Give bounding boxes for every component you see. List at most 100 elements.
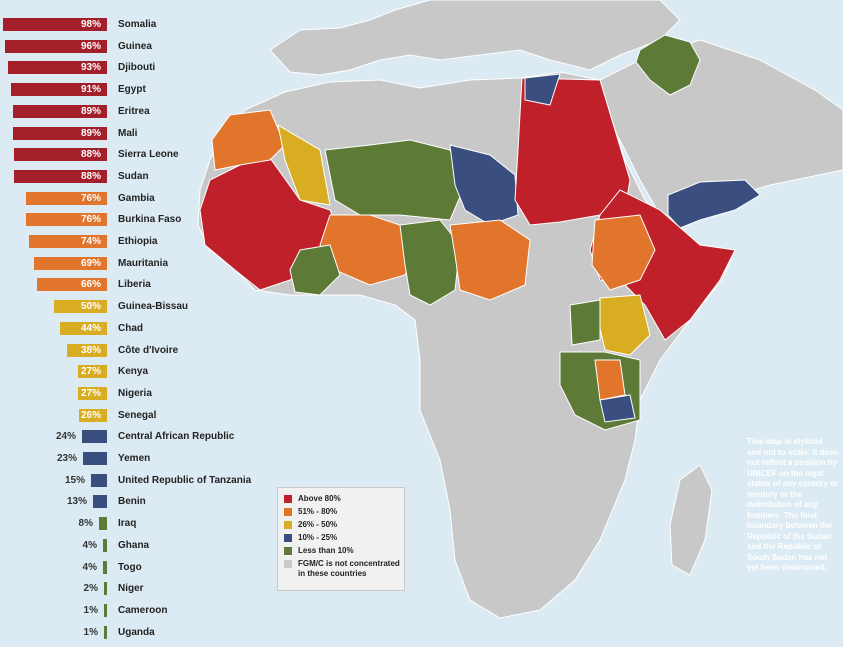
chad-region [449, 144, 519, 226]
tanzania-blue-region [599, 394, 636, 423]
mauritania-region [211, 109, 286, 171]
country-row: 1% Cameroon [0, 604, 400, 618]
prevalence-value: 2% [83, 583, 98, 594]
prevalence-bar [14, 170, 107, 183]
country-row: 24% Central African Republic [0, 430, 400, 444]
prevalence-bar [83, 452, 107, 465]
prevalence-bar [67, 344, 107, 357]
country-name: Chad [118, 323, 143, 334]
country-name: Senegal [118, 410, 157, 421]
prevalence-bar [78, 387, 107, 400]
country-row: 93% Djibouti [0, 61, 400, 75]
prevalence-bar [103, 539, 107, 552]
prevalence-bar [29, 235, 107, 248]
country-name: Guinea-Bissau [118, 301, 189, 312]
prevalence-value: 98% [80, 19, 101, 30]
prevalence-bar [14, 148, 107, 161]
yemen-region [667, 179, 761, 229]
prevalence-value: 27% [80, 366, 101, 377]
prevalence-value: 44% [80, 323, 101, 334]
country-row: 26% Senegal [0, 409, 400, 423]
mali-north-region [277, 123, 331, 206]
prevalence-value: 88% [80, 171, 101, 182]
country-name: Guinea [118, 41, 152, 52]
prevalence-value: 23% [56, 453, 77, 464]
prevalence-bar [5, 40, 107, 53]
uganda-region [569, 299, 601, 346]
country-row: 74% Ethiopia [0, 235, 400, 249]
prevalence-value: 88% [80, 149, 101, 160]
map-disclaimer-note: This map is stylized and not to scale. I… [747, 437, 839, 572]
country-row: 4% Togo [0, 561, 400, 575]
country-row: 4% Ghana [0, 539, 400, 553]
prevalence-bar [8, 61, 107, 74]
prevalence-value: 15% [64, 475, 85, 486]
iraq-region [635, 34, 701, 96]
country-name: Liberia [118, 279, 151, 290]
country-name: Sudan [118, 171, 149, 182]
country-row: 89% Mali [0, 127, 400, 141]
prevalence-value: 74% [80, 236, 101, 247]
country-row: 38% Côte d'Ivoire [0, 344, 400, 358]
prevalence-bar [104, 604, 107, 617]
egypt-north-region [524, 73, 561, 106]
europe-landmass [269, 0, 681, 76]
legend-swatch [284, 547, 292, 555]
country-name: Central African Republic [118, 431, 235, 442]
prevalence-bar [93, 495, 107, 508]
prevalence-bar [37, 278, 107, 291]
legend-label: 10% - 25% [298, 533, 338, 542]
tanzania-highlight-region [594, 359, 626, 401]
niger-region [324, 139, 466, 221]
country-name: Niger [118, 583, 144, 594]
country-name: Togo [118, 562, 142, 573]
prevalence-bar [3, 18, 107, 31]
prevalence-bar [13, 127, 107, 140]
prevalence-value: 1% [83, 605, 98, 616]
prevalence-value: 38% [80, 345, 101, 356]
country-row: 89% Eritrea [0, 105, 400, 119]
prevalence-bar [11, 83, 107, 96]
prevalence-value: 4% [82, 562, 97, 573]
legend-label: 26% - 50% [298, 520, 338, 529]
country-name: Burkina Faso [118, 214, 182, 225]
country-name: Nigeria [118, 388, 152, 399]
country-row: 96% Guinea [0, 40, 400, 54]
country-name: Egypt [118, 84, 146, 95]
country-name: Yemen [118, 453, 151, 464]
prevalence-value: 50% [80, 301, 101, 312]
prevalence-bar [26, 213, 107, 226]
country-name: Ethiopia [118, 236, 158, 247]
prevalence-bar [104, 626, 107, 639]
country-row: 69% Mauritania [0, 257, 400, 271]
country-name: Kenya [118, 366, 149, 377]
country-row: 76% Burkina Faso [0, 213, 400, 227]
prevalence-value: 27% [80, 388, 101, 399]
legend-label: 51% - 80% [298, 507, 338, 516]
map-legend: Above 80% 51% - 80% 26% - 50% 10% - 25% … [277, 487, 405, 591]
cameroon-region [399, 219, 461, 306]
country-row: 88% Sudan [0, 170, 400, 184]
ethiopia-region [591, 214, 656, 291]
prevalence-value: 69% [80, 258, 101, 269]
prevalence-bar [91, 474, 107, 487]
country-row: 50% Guinea-Bissau [0, 300, 400, 314]
country-name: Benin [118, 496, 146, 507]
prevalence-value: 26% [80, 410, 101, 421]
prevalence-value: 1% [83, 627, 98, 638]
prevalence-value: 89% [80, 106, 101, 117]
country-name: Ghana [118, 540, 150, 551]
country-row: 13% Benin [0, 495, 400, 509]
legend-swatch [284, 534, 292, 542]
country-name: Uganda [118, 627, 155, 638]
prevalence-bar [13, 105, 107, 118]
country-row: 23% Yemen [0, 452, 400, 466]
country-row: 98% Somalia [0, 18, 400, 32]
prevalence-value: 24% [55, 431, 76, 442]
legend-label: FGM/C is not concentrated in these count… [298, 559, 400, 578]
country-row: 15% United Republic of Tanzania [0, 474, 400, 488]
prevalence-bar [78, 365, 107, 378]
legend-swatch [284, 521, 292, 529]
country-name: Mauritania [118, 258, 169, 269]
